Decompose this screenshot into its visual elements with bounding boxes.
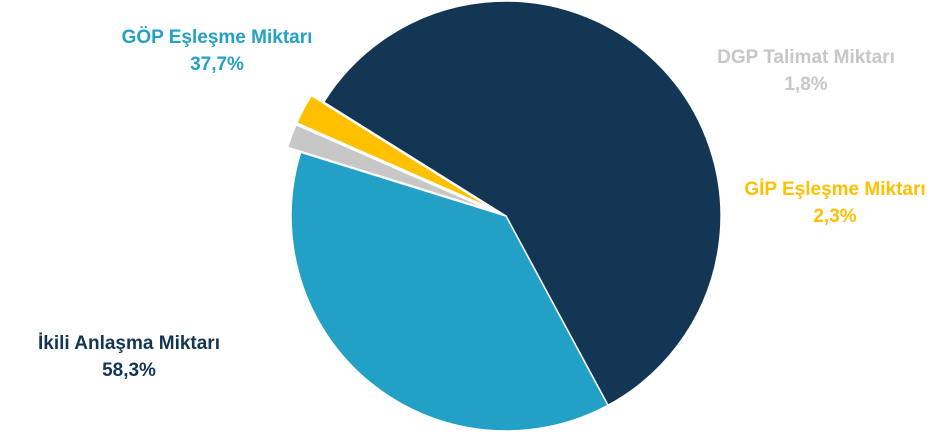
label-dgp-value: 1,8% bbox=[784, 74, 828, 95]
pie-slice-ikili bbox=[322, 0, 722, 406]
label-gop: GÖP Eşleşme Miktarı 37,7% bbox=[92, 24, 342, 78]
label-gip-name: GİP Eşleşme Miktarı bbox=[744, 179, 926, 200]
label-gop-value: 37,7% bbox=[190, 54, 244, 75]
pie-slice-gop bbox=[290, 151, 609, 432]
pie-slice-dgp bbox=[286, 123, 494, 212]
label-gip: GİP Eşleşme Miktarı 2,3% bbox=[720, 176, 950, 230]
label-dgp: DGP Talimat Miktarı 1,8% bbox=[676, 44, 936, 98]
pie-slice-gip bbox=[296, 94, 495, 211]
label-dgp-name: DGP Talimat Miktarı bbox=[717, 47, 895, 68]
label-ikili-name: İkili Anlaşma Miktarı bbox=[38, 333, 220, 354]
label-ikili-value: 58,3% bbox=[102, 360, 156, 381]
label-gop-name: GÖP Eşleşme Miktarı bbox=[121, 27, 313, 48]
label-gip-value: 2,3% bbox=[813, 206, 857, 227]
label-ikili: İkili Anlaşma Miktarı 58,3% bbox=[4, 330, 254, 384]
